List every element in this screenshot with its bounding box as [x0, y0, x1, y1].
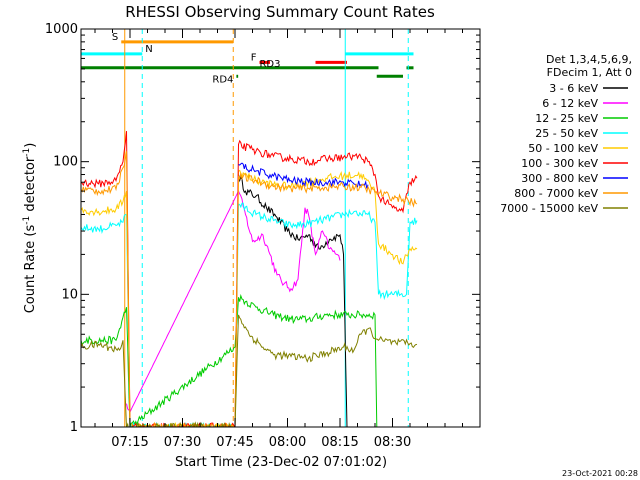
series-25-50-kev	[81, 202, 418, 427]
legend-label-300-800-kev: 300 - 800 keV	[521, 172, 598, 185]
y-tick-label: 100	[53, 155, 78, 170]
flag-label-n: N	[145, 44, 152, 55]
flag-label-s: S	[112, 32, 118, 43]
plot-frame	[80, 28, 481, 428]
flag-label-rd3: RD3	[259, 59, 280, 70]
x-tick-label: 07:45	[216, 435, 253, 450]
x-tick-label: 07:15	[111, 435, 148, 450]
footer-timestamp: 23-Oct-2021 00:28	[562, 469, 638, 478]
x-tick-label: 08:30	[374, 435, 411, 450]
legend-label-7000-15000-kev: 7000 - 15000 keV	[500, 202, 598, 215]
flag-label-rd4: RD4	[212, 74, 233, 85]
series-50-100-kev	[81, 169, 418, 427]
y-axis-label: Count Rate (s-1 detector-1)	[22, 143, 38, 314]
x-axis-label: Start Time (23-Dec-02 07:01:02)	[175, 455, 387, 470]
x-tick-label: 07:30	[164, 435, 201, 450]
legend-label-800-7000-kev: 800 - 7000 keV	[514, 187, 598, 200]
y-axis-label-end: detector	[23, 156, 38, 216]
series-100-300-kev	[81, 131, 418, 427]
y-axis-label-close: )	[23, 143, 38, 148]
legend-label-100-300-kev: 100 - 300 keV	[521, 157, 598, 170]
y-axis-label-main: Count Rate (s	[23, 225, 38, 314]
legend-header-line: FDecim 1, Att 0	[547, 66, 632, 79]
series-6-12-kev	[126, 189, 341, 413]
series-7000-15000-kev	[81, 314, 418, 427]
vertical-markers	[124, 29, 409, 427]
flag-bars	[81, 40, 414, 78]
y-axis-ticks: 1 10 100 1000	[45, 22, 480, 435]
x-tick-label: 08:00	[269, 435, 306, 450]
x-axis-ticks: 07:15 07:30 07:45 08:00 08:15 08:30	[94, 29, 481, 450]
series-300-800-kev	[238, 162, 369, 189]
series-lines	[81, 131, 418, 427]
x-tick-label: 08:15	[321, 435, 358, 450]
legend-label-6-12-kev: 6 - 12 keV	[542, 97, 598, 110]
y-tick-label: 1000	[45, 22, 78, 37]
legend-label-50-100-kev: 50 - 100 keV	[528, 142, 598, 155]
y-axis-label-sup2: -1	[22, 148, 32, 157]
y-tick-label: 10	[61, 287, 78, 302]
series-3-6-kev	[238, 174, 348, 427]
legend: Det 1,3,4,5,6,9,FDecim 1, Att 0 3 - 6 keV…	[500, 53, 632, 215]
legend-label-3-6-kev: 3 - 6 keV	[549, 82, 598, 95]
legend-header-line: Det 1,3,4,5,6,9,	[546, 53, 632, 66]
y-tick-label: 1	[70, 420, 78, 435]
flag-label-f: F	[251, 52, 257, 63]
chart-title: RHESSI Observing Summary Count Rates	[125, 3, 435, 21]
series-800-7000-kev	[81, 151, 418, 427]
y-axis-label-sup: -1	[22, 216, 32, 225]
legend-label-12-25-kev: 12 - 25 keV	[535, 112, 598, 125]
legend-label-25-50-kev: 25 - 50 keV	[535, 127, 598, 140]
